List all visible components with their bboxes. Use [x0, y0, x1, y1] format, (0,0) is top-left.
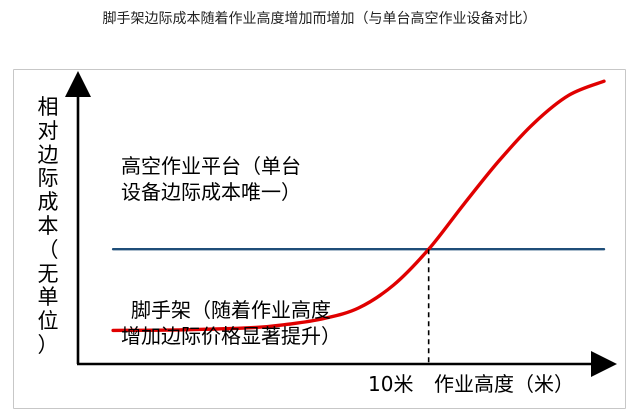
- y-axis-label-char: 边: [37, 142, 59, 167]
- platform-annotation-line-1: 高空作业平台（单台: [121, 154, 301, 178]
- y-axis-label-char: （: [37, 237, 59, 262]
- y-axis-label-char: 位: [37, 309, 59, 334]
- y-axis-label-char: 无: [37, 261, 59, 286]
- x-axis-label: 作业高度（米）: [434, 372, 574, 396]
- y-axis-label-char: 对: [37, 118, 59, 143]
- x-tick-label-10m: 10米: [368, 372, 414, 396]
- scaffold-annotation: 脚手架（随着作业高度 增加边际价格显著提升）: [121, 297, 341, 349]
- chart-frame: [13, 69, 626, 409]
- y-axis-label-char: 本: [37, 213, 59, 238]
- y-axis-label-char: 成: [37, 190, 59, 215]
- y-axis-label-char: 相: [37, 95, 59, 119]
- page-title: 脚手架边际成本随着作业高度增加而增加（与单台高空作业设备对比）: [102, 11, 537, 27]
- scaffold-annotation-line-2: 增加边际价格显著提升）: [121, 324, 341, 348]
- y-axis-label-char: ）: [37, 332, 59, 357]
- y-axis-label-char: 际: [37, 166, 59, 191]
- y-axis-label: 相对边际成本（无单位）: [36, 95, 60, 358]
- platform-annotation-line-2: 设备边际成本唯一）: [121, 180, 301, 204]
- platform-annotation: 高空作业平台（单台 设备边际成本唯一）: [121, 153, 301, 205]
- series-line-scaffold: [111, 79, 606, 333]
- scaffold-annotation-line-1: 脚手架（随着作业高度: [131, 298, 331, 322]
- y-axis-label-char: 单: [37, 285, 59, 310]
